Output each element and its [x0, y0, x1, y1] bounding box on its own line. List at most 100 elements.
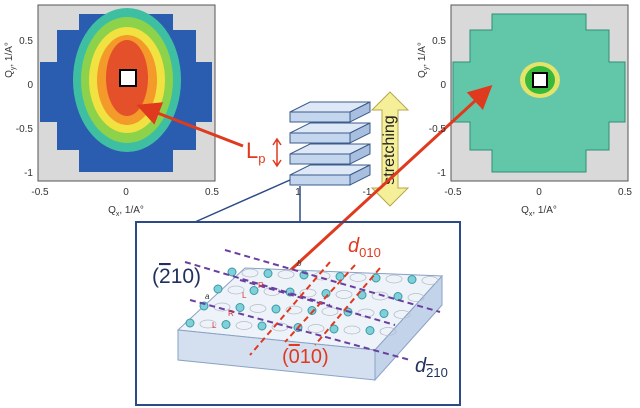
x-tick-label: -0.5	[31, 187, 49, 198]
lattice-a: a	[205, 292, 210, 301]
ring	[249, 304, 267, 313]
x-tick-label: 0.5	[205, 187, 219, 198]
ring	[285, 305, 303, 315]
ring	[343, 325, 361, 335]
left-plot	[37, 4, 216, 182]
ring	[407, 293, 425, 302]
inset-frame	[135, 221, 461, 406]
label-part: Q	[4, 70, 15, 78]
x-axis-label: Qx, 1/A°	[521, 205, 557, 218]
lattice-node	[221, 320, 231, 329]
ring	[385, 274, 403, 284]
ring	[335, 290, 353, 299]
lattice-node	[249, 286, 259, 295]
lattice-node	[263, 269, 273, 278]
plate-front	[289, 153, 351, 165]
y-tick-label: 0.5	[19, 36, 33, 47]
lattice-node	[365, 326, 375, 335]
y-axis-label: Qy, 1/A°	[4, 42, 17, 78]
lattice-node	[407, 275, 417, 284]
lattice-node	[235, 303, 245, 312]
r-label: R	[258, 281, 264, 290]
l-label: L	[212, 321, 217, 330]
lattice-node	[335, 272, 345, 281]
x-tick-label: -0.5	[444, 187, 462, 198]
x-tick-label: -1	[363, 187, 372, 198]
y-tick-label: 0	[27, 80, 33, 91]
lamellar-stack	[289, 101, 371, 186]
lattice-node	[227, 267, 237, 277]
plane-210-label: (210)	[152, 265, 201, 288]
ring	[371, 291, 389, 301]
ring	[421, 276, 439, 285]
y-tick-label: 0	[440, 80, 446, 91]
x-tick-label: 0.5	[618, 187, 632, 198]
lattice-b: b	[297, 259, 302, 268]
red-planes	[249, 261, 381, 356]
red-arrow	[256, 84, 493, 302]
lattice-node	[371, 273, 381, 283]
y-axis-label: Qy, 1/A°	[417, 42, 430, 78]
lattice-node	[329, 324, 339, 334]
lattice-node	[257, 321, 267, 331]
y-tick-label: -1	[24, 168, 33, 179]
plane-010-label: (010)	[282, 346, 329, 368]
y-tick-label: -1	[437, 168, 446, 179]
label-part: , 1/A°	[119, 205, 144, 216]
plate-side	[349, 101, 371, 123]
label-part: Q	[417, 70, 428, 78]
plate-side	[349, 164, 371, 186]
plate-front	[289, 111, 351, 123]
y-tick-label: -0.5	[429, 124, 447, 135]
y-tick-label: 0.5	[432, 36, 446, 47]
lattice	[185, 267, 439, 336]
lattice-node	[307, 306, 317, 315]
plate-front	[289, 174, 351, 186]
lattice-node	[393, 292, 403, 301]
right-plot	[450, 4, 629, 182]
x-tick-label: 1	[295, 187, 301, 198]
x-tick-label: 0	[536, 187, 542, 198]
lattice-node	[185, 318, 195, 328]
lp-label: Lp	[246, 138, 265, 166]
label-part: Q	[521, 205, 529, 216]
x-tick-label: 0	[123, 187, 129, 198]
ring	[393, 310, 411, 319]
label-part: y	[10, 66, 17, 70]
lattice-node	[379, 309, 389, 318]
ring	[199, 319, 217, 329]
ring	[379, 327, 397, 336]
d010-label: d010	[348, 235, 381, 260]
label-part: x	[529, 211, 533, 218]
stretching-arrow	[370, 91, 410, 207]
plate-front	[289, 132, 351, 144]
ring	[321, 307, 339, 316]
lp-arrow	[272, 137, 282, 168]
stretching-label: stretching	[381, 115, 398, 184]
label-part: , 1/A°	[532, 205, 557, 216]
connector	[194, 179, 291, 223]
purple-planes	[184, 249, 441, 361]
label-part: Q	[108, 205, 116, 216]
r-label: R	[228, 309, 234, 318]
red-arrow	[136, 102, 244, 148]
x-axis-label: Qx, 1/A°	[108, 205, 144, 218]
l-label: L	[242, 291, 247, 300]
plate-side	[349, 143, 371, 165]
label-part: x	[116, 211, 120, 218]
lattice-node	[271, 304, 281, 314]
plate-side	[349, 122, 371, 144]
ring	[235, 321, 253, 330]
ring	[349, 273, 367, 282]
ring	[241, 268, 259, 278]
ring	[307, 324, 325, 333]
label-part: , 1/A°	[417, 42, 428, 67]
label-part: y	[423, 66, 430, 70]
y-tick-label: -0.5	[16, 124, 34, 135]
label-part: , 1/A°	[4, 42, 15, 67]
d210-label: d210	[415, 355, 448, 380]
ring	[277, 270, 295, 279]
lattice-node	[213, 284, 223, 294]
ring	[227, 285, 245, 295]
